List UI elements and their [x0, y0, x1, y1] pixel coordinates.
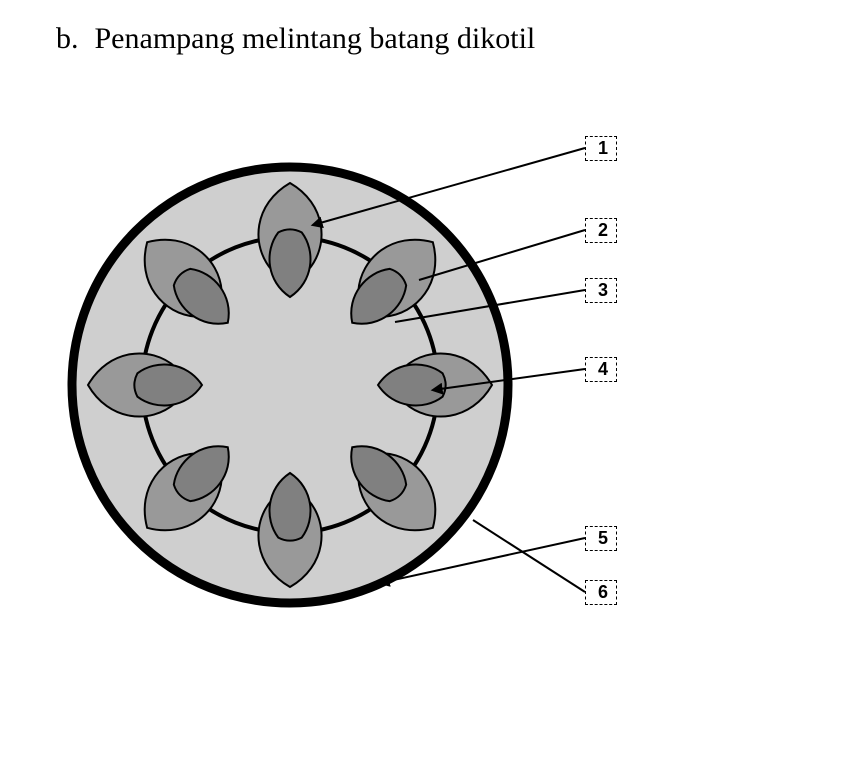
label-box-4: 4: [585, 357, 617, 382]
diagram-area: 1 2 3 4 5 6: [45, 100, 665, 660]
page-title: Penampang melintang batang dikotil: [95, 22, 536, 56]
label-box-2: 2: [585, 218, 617, 243]
leader-line-6: [473, 520, 585, 592]
label-box-6: 6: [585, 580, 617, 605]
list-marker: b.: [56, 22, 79, 56]
title-row: b. Penampang melintang batang dikotil: [56, 22, 535, 56]
label-box-5: 5: [585, 526, 617, 551]
label-box-1: 1: [585, 136, 617, 161]
label-box-3: 3: [585, 278, 617, 303]
cross-section-diagram: [45, 100, 665, 660]
